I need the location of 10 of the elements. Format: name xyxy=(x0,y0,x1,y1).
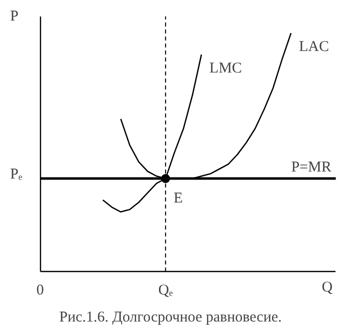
series-label: LAC xyxy=(299,39,330,56)
annotation: Pₑ xyxy=(10,166,22,183)
ref-line-label: P=MR xyxy=(291,160,332,176)
x-axis-title: Q xyxy=(322,280,333,296)
x-tick-label: Qₑ xyxy=(158,282,174,299)
y-axis-title: P xyxy=(10,8,18,24)
x-tick-label: 0 xyxy=(36,282,44,299)
text: Рис.1.6. Долгосрочное равновесие. xyxy=(59,310,282,326)
series-label: LMC xyxy=(209,60,242,77)
annotation: E xyxy=(174,190,183,207)
